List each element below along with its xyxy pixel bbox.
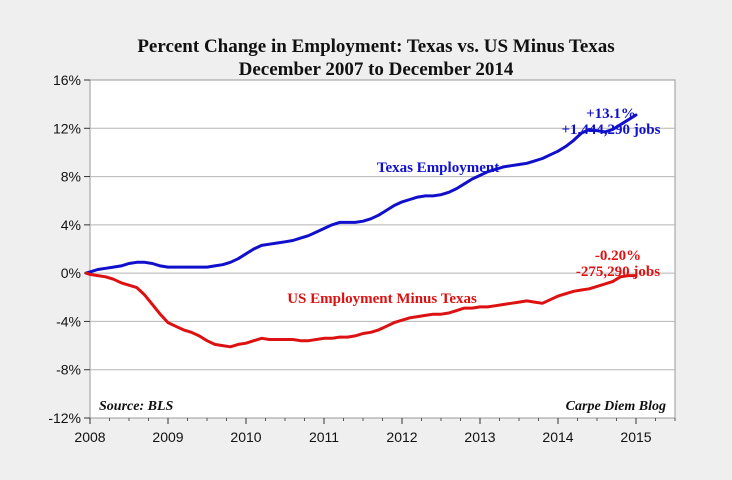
y-tick-label: 4% — [61, 217, 81, 233]
y-tick-label: -4% — [56, 313, 81, 329]
y-tick-label: -8% — [56, 362, 81, 378]
y-tick-label: 16% — [53, 72, 81, 88]
chart-subtitle: December 2007 to December 2014 — [239, 59, 514, 80]
texas-series-label: Texas Employment — [377, 160, 499, 176]
y-tick-label: 8% — [61, 169, 81, 185]
x-tick-label: 2013 — [464, 429, 495, 445]
x-tick-label: 2015 — [620, 429, 651, 445]
series-lines — [84, 113, 638, 349]
x-axis-ticks: 2008 2009 2010 2011 2012 2013 2014 2015 — [74, 418, 676, 445]
grid-lines — [90, 127, 675, 371]
x-tick-label: 2010 — [230, 429, 261, 445]
blog-label: Carpe Diem Blog — [566, 399, 666, 414]
series-line-us-minus-texas — [84, 271, 638, 349]
texas-pct-annotation: +13.1% — [586, 106, 636, 122]
us-jobs-annotation: -275,290 jobs — [576, 264, 660, 280]
series-line-texas — [84, 113, 638, 275]
us-pct-annotation: -0.20% — [595, 248, 641, 264]
x-tick-label: 2009 — [152, 429, 183, 445]
y-tick-label: 0% — [61, 265, 81, 281]
x-tick-label: 2012 — [386, 429, 417, 445]
x-tick-label: 2008 — [74, 429, 105, 445]
y-axis-ticks: 16% 12% 8% 4% 0% -4% -8% -12% — [48, 72, 90, 426]
y-tick-label: 12% — [53, 120, 81, 136]
texas-jobs-annotation: +1,444,290 jobs — [562, 122, 661, 138]
chart-title: Percent Change in Employment: Texas vs. … — [137, 36, 614, 57]
x-tick-label: 2011 — [309, 429, 339, 445]
us-series-label: US Employment Minus Texas — [287, 291, 477, 307]
source-label: Source: BLS — [99, 399, 174, 414]
x-tick-label: 2014 — [542, 429, 573, 445]
y-tick-label: -12% — [48, 410, 81, 426]
